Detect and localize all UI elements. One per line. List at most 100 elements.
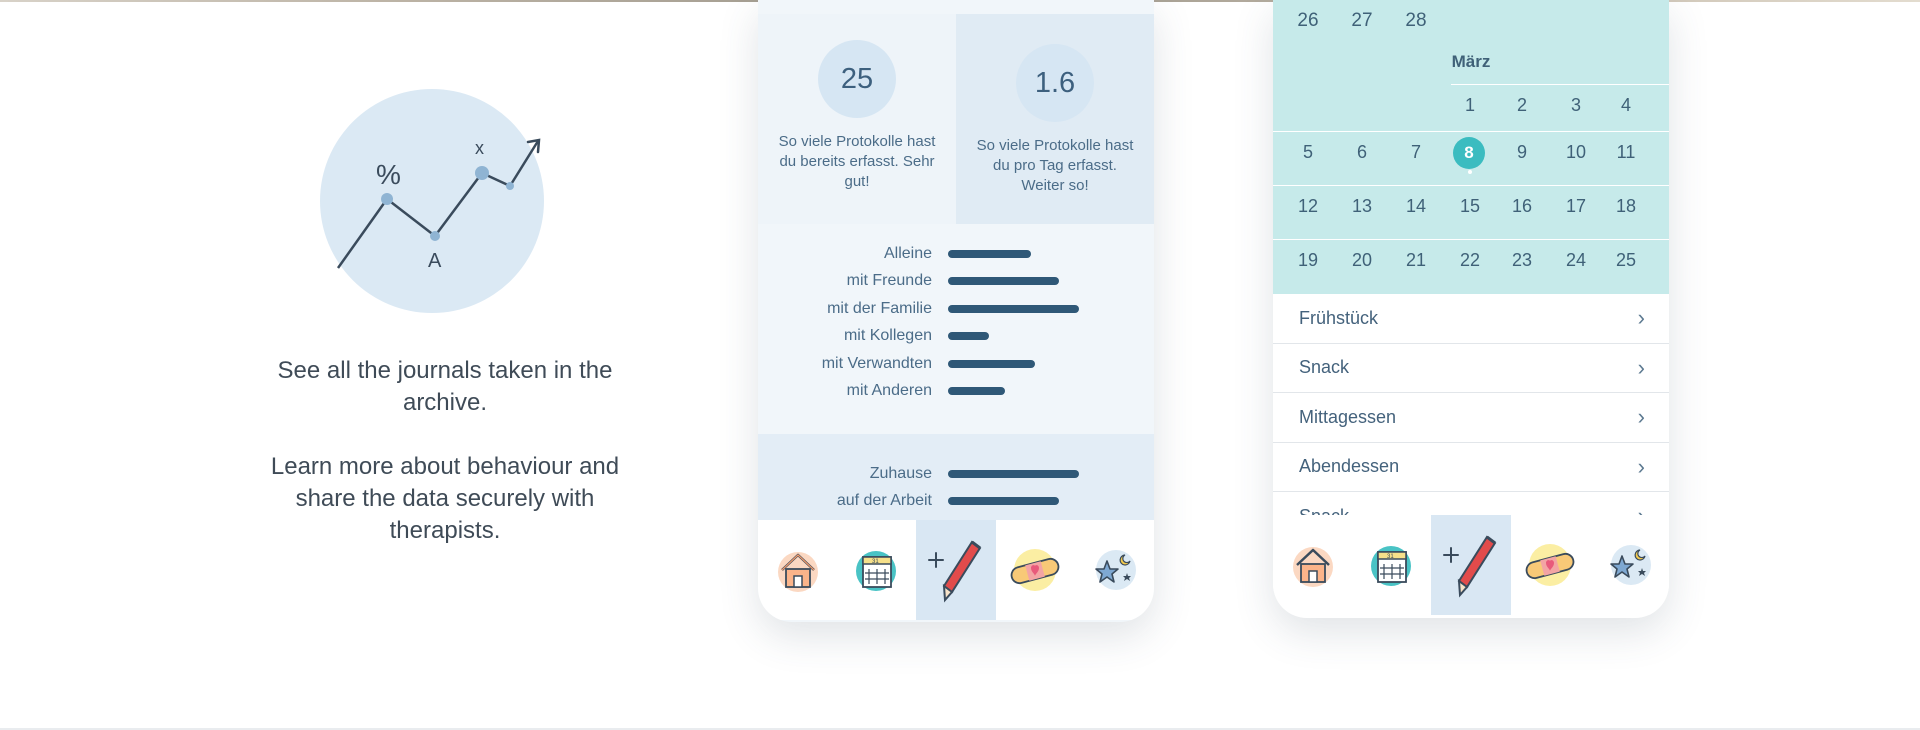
calendar-day[interactable]: 7	[1410, 142, 1421, 162]
calendar-day-prev[interactable]: 26	[1297, 10, 1319, 31]
calendar-day[interactable]: 23	[1511, 250, 1533, 270]
calendar-day[interactable]: 2	[1516, 95, 1527, 115]
svg-text:31: 31	[872, 559, 879, 565]
illus-percent-label: %	[376, 159, 401, 190]
calendar-day[interactable]: 19	[1297, 250, 1319, 270]
nav-add-entry[interactable]	[1431, 515, 1511, 615]
place-bar	[948, 469, 1079, 478]
nav-home[interactable]	[1273, 515, 1352, 615]
company-bar	[948, 332, 989, 341]
meal-label: Abendessen	[1299, 456, 1400, 477]
calendar-phone: 26 27 28 März 1 2 3 4 5 6 7 8 9 10 11 12 13 14 15 16 17 18 1…	[1273, 0, 1669, 618]
nav-bandage[interactable]	[1511, 515, 1590, 615]
meal-list: Frühstück›Snack›Mittagessen›Abendessen›S…	[1273, 294, 1669, 542]
calendar-day[interactable]: 8	[1443, 132, 1497, 185]
company-bar-label: Alleine	[883, 244, 932, 262]
stat-total: 25 So viele Protokolle hast du bereits e…	[758, 14, 956, 224]
calendar-day-prev[interactable]: 28	[1405, 10, 1427, 31]
nav-bandage[interactable]	[996, 520, 1075, 620]
calendar-day[interactable]: 5	[1302, 142, 1313, 162]
nav-add-entry[interactable]	[916, 520, 996, 620]
bottom-nav: 31	[758, 520, 1154, 620]
feature-description: See all the journals taken in the archiv…	[270, 355, 620, 579]
company-bar-label: mit Anderen	[846, 382, 932, 400]
house-icon	[1292, 547, 1333, 587]
meal-list-item[interactable]: Frühstück ›	[1273, 294, 1669, 344]
stat-per-day-text: So viele Protokolle hast du pro Tag erfa…	[976, 137, 1134, 194]
company-bar	[948, 249, 1031, 258]
chevron-right-icon: ›	[1637, 305, 1645, 331]
company-bar-row: Alleine	[758, 240, 1154, 268]
calendar-day[interactable]: 24	[1565, 250, 1587, 270]
calendar-day[interactable]: 22	[1459, 250, 1481, 270]
nav-calendar[interactable]: 31	[1352, 515, 1431, 615]
calendar-day-prev[interactable]: 27	[1351, 10, 1373, 31]
chevron-right-icon: ›	[1637, 404, 1645, 430]
bottom-nav-2: 31	[1273, 515, 1669, 615]
nav-night[interactable]	[1075, 520, 1154, 620]
place-bar	[948, 497, 1059, 506]
feature-paragraph-archive: See all the journals taken in the archiv…	[277, 357, 613, 416]
meal-list-item[interactable]: Mittagessen ›	[1273, 393, 1669, 443]
calendar-week-row: 19 20 21 22 23 24 25	[1273, 239, 1669, 292]
calendar-day[interactable]: 21	[1405, 250, 1427, 270]
stat-per-day-value: 1.6	[1016, 44, 1094, 122]
nav-home[interactable]	[758, 520, 837, 620]
house-icon	[777, 552, 818, 592]
entry-indicator-dot	[1468, 170, 1472, 174]
meal-list-item[interactable]: Snack ›	[1273, 343, 1669, 393]
meal-label: Mittagessen	[1299, 406, 1397, 427]
bottom-divider	[0, 728, 1920, 730]
calendar-day[interactable]: 10	[1565, 142, 1587, 162]
star-moon-icon	[1095, 550, 1137, 590]
stat-total-text: So viele Protokolle hast du bereits erfa…	[778, 133, 936, 190]
calendar-day[interactable]: 12	[1297, 196, 1319, 216]
stat-per-day: 1.6 So viele Protokolle hast du pro Tag …	[956, 14, 1154, 224]
add-pencil-icon	[1443, 535, 1497, 598]
calendar-day[interactable]: 20	[1351, 250, 1373, 270]
calendar-day[interactable]: 17	[1565, 196, 1587, 216]
company-bar	[948, 359, 1035, 368]
company-bar-row: mit Verwandten	[758, 350, 1154, 378]
calendar-day[interactable]: 11	[1616, 142, 1636, 162]
calendar-day[interactable]: 18	[1615, 196, 1637, 216]
calendar-week-row: 5 6 7 8 9 10 11	[1273, 131, 1669, 184]
calendar-day[interactable]: 25	[1615, 250, 1637, 270]
stat-total-value: 25	[818, 40, 896, 118]
place-bar-row: auf der Arbeit	[758, 488, 1154, 516]
svg-text:31: 31	[1387, 554, 1394, 560]
company-bar-row: mit Anderen	[758, 378, 1154, 406]
company-bar	[948, 277, 1059, 286]
calendar-prev-month-row: 26 27 28	[1273, 6, 1669, 36]
nav-night[interactable]	[1590, 515, 1669, 615]
calendar-day[interactable]: 15	[1459, 196, 1481, 216]
company-bar	[948, 304, 1079, 313]
company-bar-row: mit Freunde	[758, 268, 1154, 296]
feature-paragraph-behaviour: Learn more about behaviour and share the…	[270, 453, 620, 544]
calendar-day[interactable]: 14	[1405, 196, 1427, 216]
meal-list-item[interactable]: Abendessen ›	[1273, 442, 1669, 492]
calendar-day[interactable]: 13	[1351, 196, 1373, 216]
company-bar-label: mit Kollegen	[843, 327, 932, 345]
calendar-day[interactable]: 1	[1464, 95, 1475, 115]
calendar-day[interactable]: 9	[1516, 142, 1527, 162]
nav-calendar[interactable]: 31	[837, 520, 916, 620]
star-moon-icon	[1610, 545, 1652, 585]
add-pencil-icon	[928, 540, 982, 603]
chevron-right-icon: ›	[1637, 354, 1645, 380]
line-graph-icon: % A x	[320, 89, 544, 313]
illus-x-label: x	[475, 138, 484, 158]
bandage-icon	[1525, 544, 1575, 586]
calendar-day[interactable]: 16	[1511, 196, 1533, 216]
company-bar	[948, 387, 1005, 396]
calendar-day[interactable]: 6	[1356, 142, 1367, 162]
meal-label: Snack	[1299, 357, 1350, 378]
place-bar-row: Zuhause	[758, 460, 1154, 488]
calendar-icon: 31	[1370, 546, 1411, 586]
place-bar-label: auf der Arbeit	[836, 492, 932, 510]
calendar-day[interactable]: 3	[1570, 95, 1581, 115]
statistics-phone: 25 So viele Protokolle hast du bereits e…	[758, 0, 1154, 622]
calendar-day[interactable]: 4	[1620, 95, 1631, 115]
calendar-selected-day[interactable]: 8	[1453, 137, 1485, 169]
company-bar-row: mit Kollegen	[758, 323, 1154, 351]
